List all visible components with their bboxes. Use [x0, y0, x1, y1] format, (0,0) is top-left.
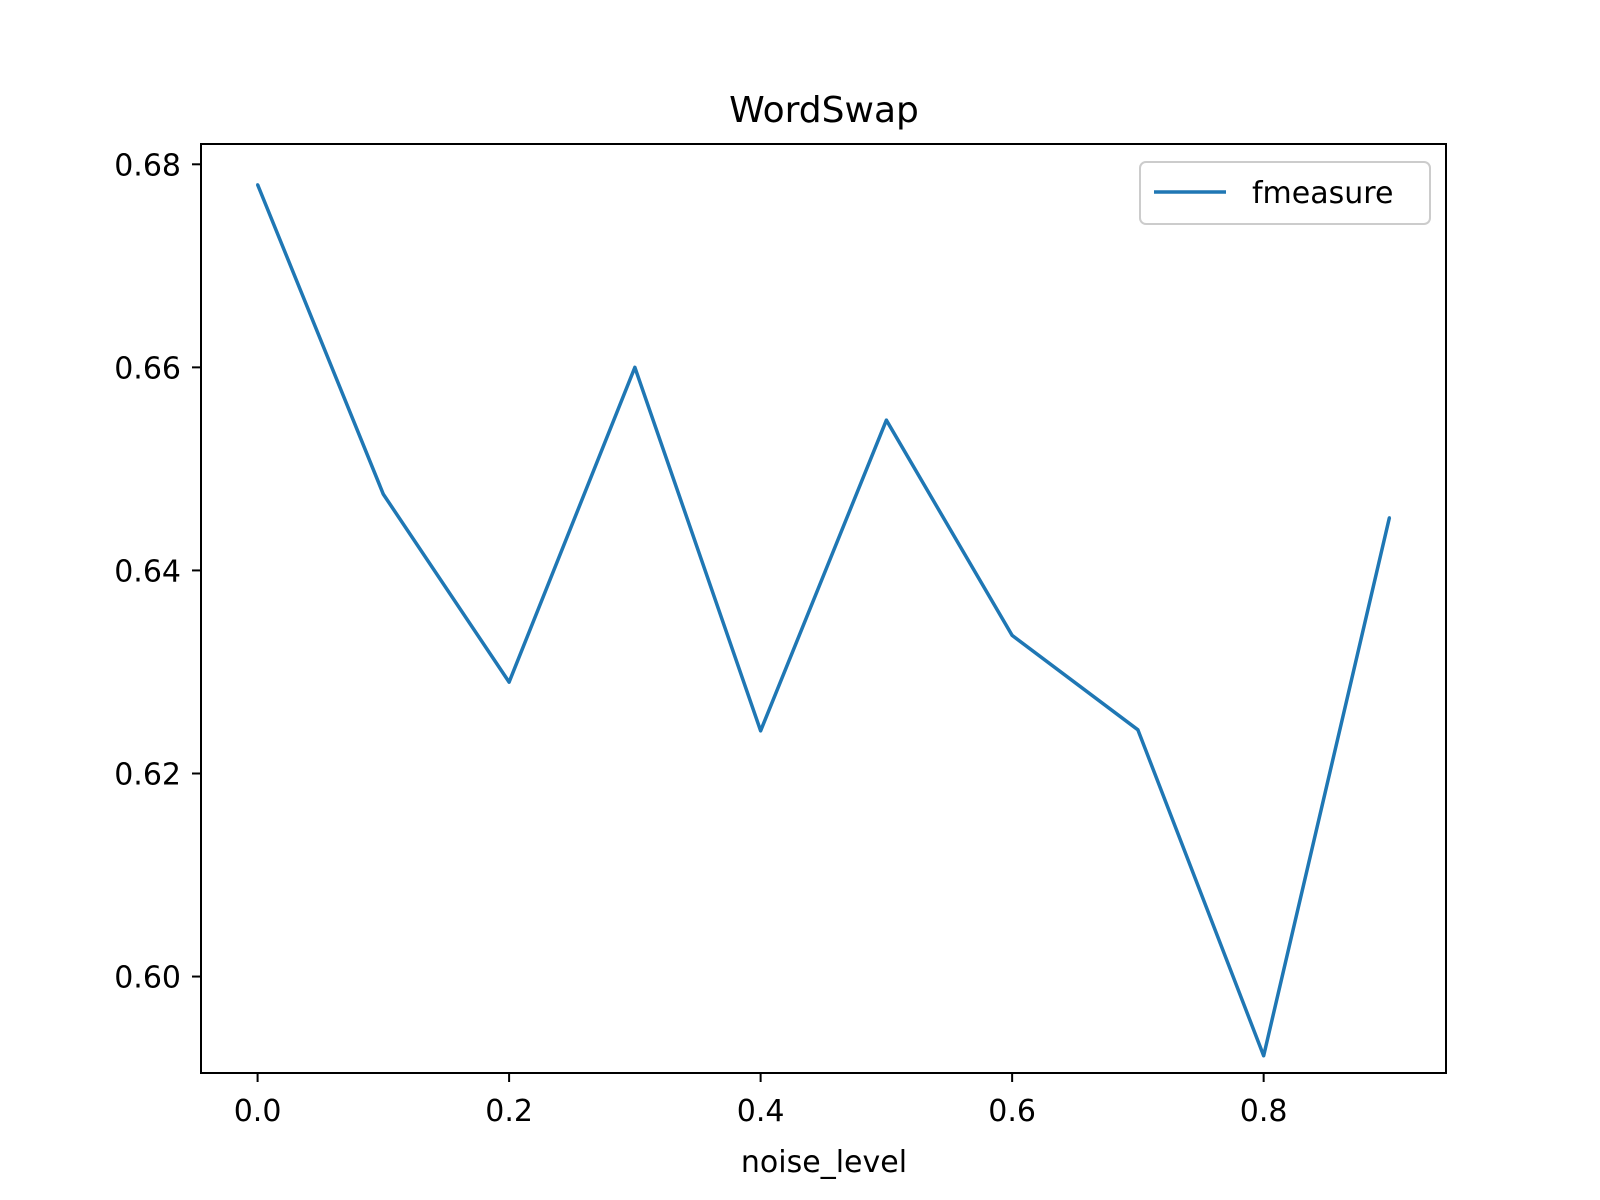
data-point: [633, 365, 637, 369]
data-point: [1262, 1054, 1266, 1058]
data-point: [1010, 633, 1014, 637]
x-tick-label: 0.0: [234, 1094, 282, 1129]
data-point: [256, 183, 260, 187]
legend-label-fmeasure: fmeasure: [1252, 176, 1393, 211]
data-point: [884, 418, 888, 422]
y-tick-label: 0.60: [114, 961, 181, 996]
x-tick-label: 0.4: [737, 1094, 785, 1129]
y-axis-ticks: 0.60 0.62 0.64 0.66 0.68: [114, 148, 201, 996]
x-axis-ticks: 0.0 0.2 0.4 0.6 0.8: [234, 1073, 1288, 1129]
y-tick-label: 0.66: [114, 351, 181, 386]
data-point: [1136, 728, 1140, 732]
x-tick-label: 0.2: [485, 1094, 533, 1129]
data-point: [1387, 516, 1391, 520]
y-tick-label: 0.68: [114, 148, 181, 183]
series-layer: [255, 183, 1392, 1058]
legend-box: [1139, 161, 1431, 225]
y-tick-label: 0.64: [114, 554, 181, 589]
legend: fmeasure: [1139, 161, 1431, 225]
x-tick-label: 0.8: [1240, 1094, 1288, 1129]
chart-title: WordSwap: [729, 90, 919, 131]
data-point: [507, 680, 511, 684]
data-point: [381, 492, 385, 496]
x-axis-label: noise_level: [741, 1145, 907, 1180]
x-tick-label: 0.6: [988, 1094, 1036, 1129]
y-tick-label: 0.62: [114, 757, 181, 792]
series-line-fmeasure: [255, 183, 1392, 1058]
plot-frame: [200, 143, 1447, 1074]
data-point: [759, 729, 763, 733]
